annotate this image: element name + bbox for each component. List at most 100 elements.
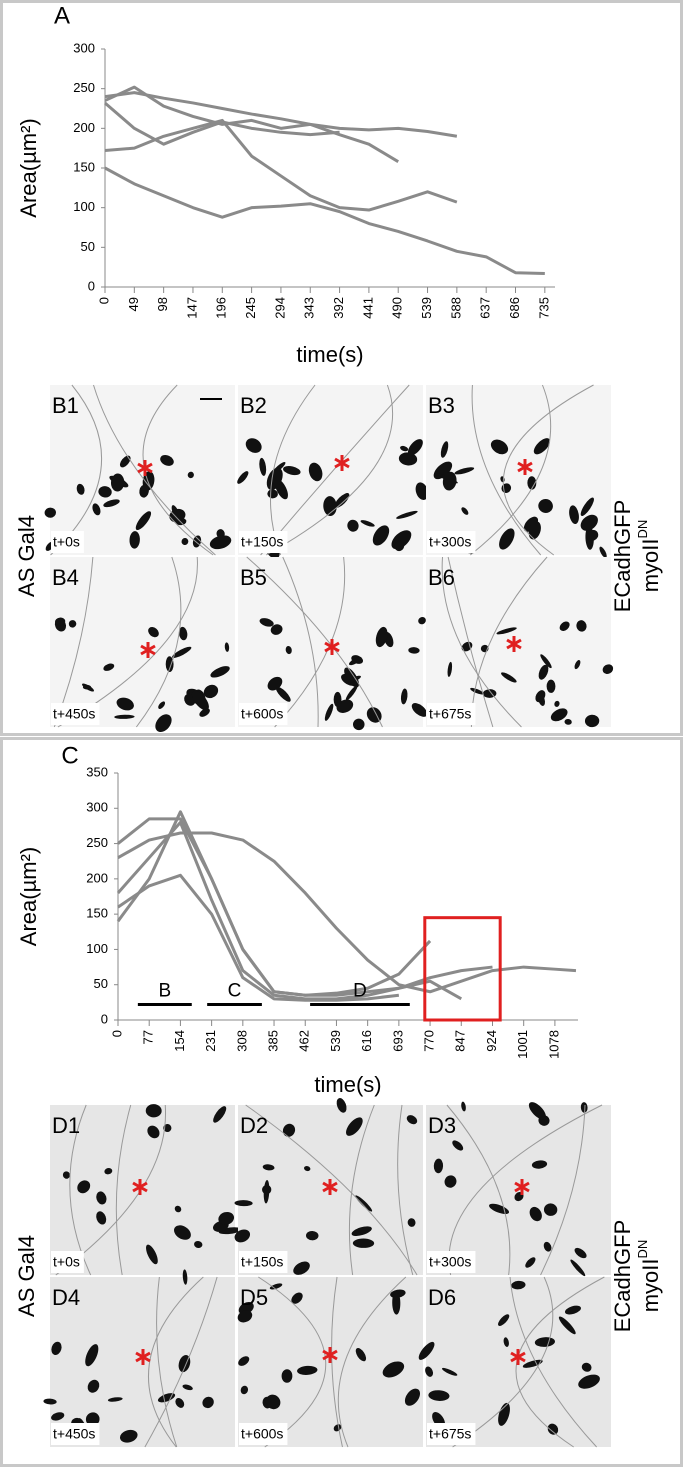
panel-label: A xyxy=(54,2,70,29)
cell-blob xyxy=(558,1316,576,1335)
x-tick-label: 77 xyxy=(141,1030,156,1044)
panel-label: D3 xyxy=(428,1113,456,1138)
cell-edge xyxy=(245,1104,418,1276)
data-line xyxy=(104,101,340,146)
y-tick-label: 300 xyxy=(73,40,95,55)
cell-blob xyxy=(293,1261,310,1275)
cell-blob xyxy=(564,1305,581,1315)
cell-blob xyxy=(224,642,230,652)
phase-label: B xyxy=(158,980,171,1001)
cell-blob xyxy=(352,1238,375,1248)
cell-blob xyxy=(203,684,219,699)
cell-blob xyxy=(602,664,614,675)
cell-blob xyxy=(586,529,599,541)
panel-label: B4 xyxy=(52,565,79,590)
x-tick-label: 637 xyxy=(478,297,493,319)
cell-blob xyxy=(535,690,546,703)
cell-blob xyxy=(348,675,361,683)
y-tick-label: 300 xyxy=(86,800,108,815)
cell-blob xyxy=(543,1203,558,1216)
cell-blob xyxy=(238,1356,250,1366)
cell-blob xyxy=(169,508,186,523)
cell-blob xyxy=(336,1098,347,1113)
label-main: myoII xyxy=(638,1258,663,1312)
cell-blob xyxy=(528,1102,546,1120)
red-asterisk xyxy=(510,1349,526,1365)
cell-blob xyxy=(355,1195,373,1212)
cell-blob xyxy=(538,498,553,513)
cell-blob xyxy=(174,1225,191,1240)
cell-blob xyxy=(44,507,56,518)
row-label: AS Gal4 xyxy=(14,1235,39,1317)
panel-label: C xyxy=(61,742,78,769)
x-tick-label: 343 xyxy=(302,297,317,319)
cell-blob xyxy=(341,673,358,686)
cell-blob xyxy=(266,467,283,491)
cell-blob xyxy=(175,1398,185,1408)
cell-blob xyxy=(574,1247,587,1259)
cell-blob xyxy=(87,1379,100,1393)
cell-blob xyxy=(346,1117,363,1136)
time-label-bg xyxy=(51,1423,100,1445)
y-tick-label: 350 xyxy=(86,764,108,779)
cell-blob xyxy=(291,1292,303,1304)
cell-blob xyxy=(523,516,539,532)
cell-blob xyxy=(262,1164,275,1171)
cell-blob xyxy=(366,707,382,723)
cell-blob xyxy=(433,1158,444,1174)
cell-blob xyxy=(234,1200,253,1207)
cell-blob xyxy=(529,1206,542,1222)
time-label: t+450s xyxy=(53,1426,95,1442)
phase-label: D xyxy=(353,980,367,1001)
x-tick-label: 294 xyxy=(272,297,287,319)
cell-blob xyxy=(428,1390,450,1401)
time-label: t+150s xyxy=(241,1254,283,1270)
cell-blob xyxy=(351,1226,372,1237)
x-tick-label: 616 xyxy=(359,1030,374,1052)
column-label: ECadhGFP xyxy=(610,500,635,613)
cell-blob xyxy=(178,626,188,641)
red-asterisk xyxy=(132,1179,148,1195)
cell-blob xyxy=(442,471,457,491)
time-label-bg xyxy=(239,703,288,725)
x-tick-label: 686 xyxy=(507,297,522,319)
time-label: t+0s xyxy=(53,1254,80,1270)
x-tick-label: 1001 xyxy=(515,1030,530,1059)
cell-blob xyxy=(382,1361,405,1378)
cell-blob xyxy=(129,531,140,549)
cell-blob xyxy=(269,1283,283,1290)
red-asterisk xyxy=(514,1179,530,1195)
x-tick-label: 693 xyxy=(390,1030,405,1052)
cell-blob xyxy=(199,708,210,717)
cell-edge xyxy=(441,556,522,728)
y-tick-label: 150 xyxy=(86,906,108,921)
cell-blob xyxy=(304,1166,311,1172)
cell-blob xyxy=(55,617,66,626)
red-asterisk xyxy=(324,639,340,655)
cell-blob xyxy=(259,457,267,476)
x-tick-label: 539 xyxy=(419,297,434,319)
cell-blob xyxy=(501,672,517,683)
cell-blob xyxy=(259,618,274,627)
row-label: AS Gal4 xyxy=(14,515,39,597)
panel-label: B3 xyxy=(428,393,455,418)
cell-edge xyxy=(447,556,494,728)
cell-blob xyxy=(581,1362,592,1372)
cell-blob xyxy=(489,1203,510,1215)
cell-blob xyxy=(62,1171,70,1179)
cell-blob xyxy=(85,1344,99,1367)
time-label-bg xyxy=(51,1251,84,1273)
time-label: t+675s xyxy=(429,1426,471,1442)
cell-edge xyxy=(446,1104,511,1276)
x-tick-label: 441 xyxy=(360,297,375,319)
cell-blob xyxy=(404,1388,421,1406)
time-label-bg xyxy=(427,531,476,553)
time-label-bg xyxy=(427,703,476,725)
cell-blob xyxy=(360,520,375,527)
cell-blob xyxy=(139,484,149,498)
cell-edge xyxy=(246,556,383,728)
frame xyxy=(0,737,683,1467)
cell-blob xyxy=(407,1218,416,1227)
x-tick-label: 49 xyxy=(126,297,141,311)
cell-edge xyxy=(469,384,552,556)
